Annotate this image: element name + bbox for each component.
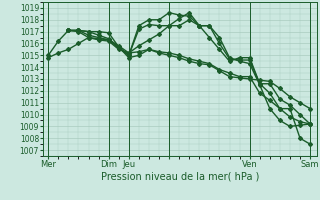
X-axis label: Pression niveau de la mer( hPa ): Pression niveau de la mer( hPa ) [101,172,259,182]
